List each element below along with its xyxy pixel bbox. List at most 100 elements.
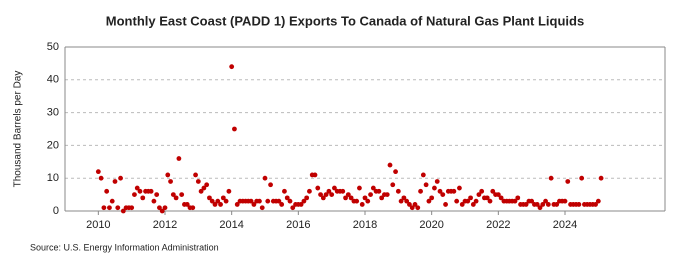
data-point	[476, 192, 482, 198]
data-point	[101, 205, 107, 211]
x-tick-label: 2010	[86, 219, 110, 231]
data-point	[365, 198, 371, 204]
data-point	[395, 188, 401, 194]
data-point	[540, 202, 546, 207]
data-point	[95, 169, 101, 175]
data-point	[268, 182, 273, 188]
data-point	[523, 202, 529, 207]
data-point	[154, 192, 160, 198]
data-point	[265, 198, 271, 204]
data-point	[312, 172, 318, 178]
data-point	[370, 185, 376, 191]
data-point	[323, 192, 329, 198]
data-point	[437, 188, 443, 194]
data-point	[537, 205, 543, 211]
data-point	[118, 175, 123, 181]
data-point	[151, 198, 157, 204]
data-point	[98, 175, 104, 181]
x-tick-label: 2016	[286, 219, 310, 231]
data-point	[354, 198, 360, 204]
data-point	[487, 198, 493, 204]
data-point	[348, 195, 354, 201]
data-point	[418, 188, 423, 194]
data-point	[457, 185, 462, 191]
data-point	[107, 205, 112, 211]
data-point	[332, 185, 337, 191]
x-tick-label: 2018	[353, 219, 377, 231]
data-point	[579, 175, 585, 181]
data-point	[301, 198, 307, 204]
data-point	[401, 195, 407, 201]
data-point	[345, 192, 351, 198]
data-point	[470, 202, 476, 207]
data-point	[248, 198, 254, 204]
data-point	[529, 198, 535, 204]
data-point	[251, 202, 257, 207]
data-point	[134, 185, 140, 191]
data-point	[215, 198, 221, 204]
data-point	[168, 179, 173, 184]
data-point	[393, 169, 398, 175]
data-point	[315, 185, 321, 191]
data-point	[207, 195, 212, 201]
data-point	[137, 188, 143, 194]
x-tick-label: 2012	[153, 219, 177, 231]
data-point	[409, 205, 415, 211]
data-point	[595, 198, 601, 204]
data-point	[129, 205, 135, 211]
data-point	[140, 195, 146, 201]
data-point	[193, 172, 198, 178]
data-point	[104, 188, 110, 194]
data-point	[407, 202, 412, 207]
data-point	[440, 192, 446, 198]
data-point	[404, 198, 410, 204]
data-point	[429, 195, 435, 201]
y-tick-label: 0	[53, 205, 59, 217]
data-point	[304, 195, 310, 201]
data-point	[490, 188, 496, 194]
x-tick-label: 2024	[553, 219, 577, 231]
data-point	[357, 185, 362, 191]
data-point	[468, 195, 473, 201]
data-point	[534, 202, 540, 207]
data-point	[132, 192, 137, 198]
data-point	[376, 188, 382, 194]
data-point	[387, 162, 393, 168]
data-point	[115, 205, 121, 211]
data-point	[451, 188, 457, 194]
y-axis-label: Thousand Barrels per Day	[13, 71, 24, 188]
x-tick-label: 2014	[219, 219, 243, 231]
data-point	[218, 202, 223, 207]
data-point	[412, 202, 418, 207]
data-point	[284, 195, 290, 201]
data-point	[543, 198, 548, 204]
data-point	[454, 198, 460, 204]
data-point	[390, 182, 396, 188]
data-point	[287, 198, 293, 204]
data-point	[515, 195, 521, 201]
data-point	[179, 192, 185, 198]
data-point	[276, 198, 282, 204]
data-point	[545, 202, 551, 207]
data-point	[426, 198, 432, 204]
data-point	[565, 179, 571, 184]
source-note: Source: U.S. Energy Information Administ…	[30, 242, 219, 252]
data-point	[326, 188, 332, 194]
data-point	[232, 126, 237, 132]
data-point	[343, 195, 348, 201]
data-point	[576, 202, 582, 207]
data-point	[201, 185, 207, 191]
data-point	[257, 198, 262, 204]
data-point	[473, 198, 479, 204]
data-point	[165, 172, 171, 178]
data-point	[593, 202, 598, 207]
data-point	[512, 198, 518, 204]
data-point	[465, 198, 471, 204]
data-point	[598, 175, 604, 181]
data-point	[379, 195, 385, 201]
data-point	[112, 179, 118, 184]
data-point	[212, 202, 218, 207]
data-point	[398, 198, 404, 204]
x-tick-label: 2022	[486, 219, 510, 231]
